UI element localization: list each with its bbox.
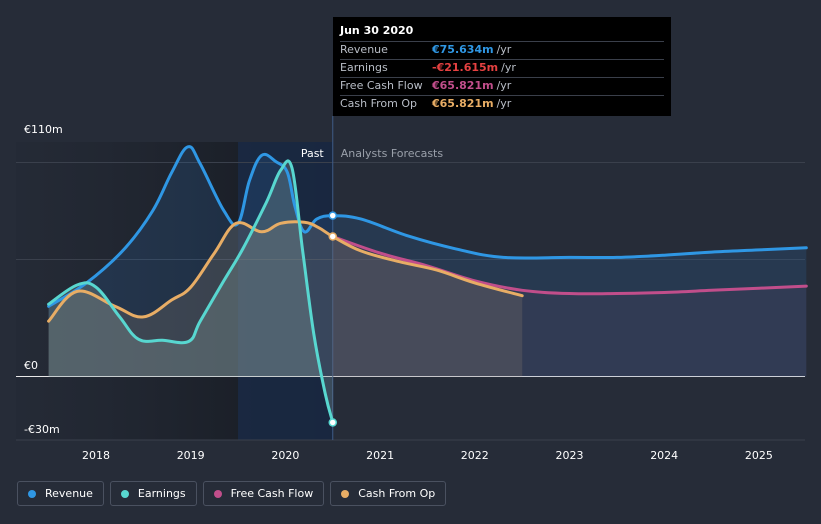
earnings-line <box>47 159 335 424</box>
tooltip-date: Jun 30 2020 <box>340 24 414 37</box>
revenue-area <box>48 146 807 377</box>
x-tick-label: 2024 <box>650 449 678 462</box>
y-tick-label: -€30m <box>24 423 60 436</box>
data-tooltip: Jun 30 2020 Revenue €75.634m /yr Earning… <box>333 17 671 116</box>
earnings-marker <box>328 418 337 427</box>
x-tick-label: 2018 <box>82 449 110 462</box>
legend-dot-icon <box>120 489 129 498</box>
tooltip-unit: /yr <box>501 61 516 74</box>
tooltip-row-cash-from-op: Cash From Op €65.821m /yr <box>340 95 664 113</box>
tooltip-label: Free Cash Flow <box>340 79 423 92</box>
legend-item-cash-from-op[interactable]: Cash From Op <box>330 481 447 506</box>
x-tick-label: 2023 <box>556 449 584 462</box>
tooltip-row-earnings: Earnings -€21.615m /yr <box>340 59 664 77</box>
x-tick-label: 2022 <box>461 449 489 462</box>
y-tick-label: €110m <box>24 123 63 136</box>
legend-label: Revenue <box>45 487 93 500</box>
legend-label: Free Cash Flow <box>230 487 314 500</box>
tooltip-row-revenue: Revenue €75.634m /yr <box>340 41 664 59</box>
y-tick-label: €0 <box>24 359 38 372</box>
tooltip-unit: /yr <box>496 79 512 92</box>
tooltip-label: Earnings <box>340 61 388 74</box>
highlight-band <box>238 142 333 440</box>
past-label: Past <box>301 147 325 160</box>
legend-dot-icon <box>341 489 350 498</box>
x-tick-label: 2020 <box>271 449 299 462</box>
legend-label: Cash From Op <box>358 487 436 500</box>
legend-dot-icon <box>213 489 222 498</box>
revenue-line <box>47 145 808 308</box>
x-tick-label: 2019 <box>177 449 205 462</box>
tooltip-value: €65.821m <box>432 97 494 110</box>
tooltip-label: Revenue <box>340 43 388 56</box>
cash-from-op-marker <box>328 232 337 241</box>
x-tick-label: 2021 <box>366 449 394 462</box>
forecast-label: Analysts Forecasts <box>341 147 444 160</box>
free-cash-flow-area <box>332 236 807 377</box>
free-cash-flow-line <box>331 235 808 296</box>
tooltip-value: -€21.615m <box>432 61 499 74</box>
revenue-marker <box>328 211 337 220</box>
tooltip-value: €75.634m <box>432 43 494 56</box>
legend-item-earnings[interactable]: Earnings <box>109 481 197 506</box>
legend: Revenue Earnings Free Cash Flow Cash Fro… <box>17 481 447 508</box>
cash-from-op-area <box>48 221 523 377</box>
legend-label: Earnings <box>137 487 186 500</box>
x-tick-label: 2025 <box>745 449 773 462</box>
legend-item-free-cash-flow[interactable]: Free Cash Flow <box>202 481 325 506</box>
tooltip-row-free-cash-flow: Free Cash Flow €65.821m /yr <box>340 77 664 95</box>
tooltip-unit: /yr <box>496 43 512 56</box>
tooltip-value: €65.821m <box>432 79 494 92</box>
earnings-area <box>48 160 333 423</box>
legend-dot-icon <box>28 489 36 498</box>
tooltip-unit: /yr <box>496 97 512 110</box>
cash-from-op-line <box>47 220 524 323</box>
tooltip-label: Cash From Op <box>340 97 418 110</box>
legend-item-revenue[interactable]: Revenue <box>17 481 104 506</box>
